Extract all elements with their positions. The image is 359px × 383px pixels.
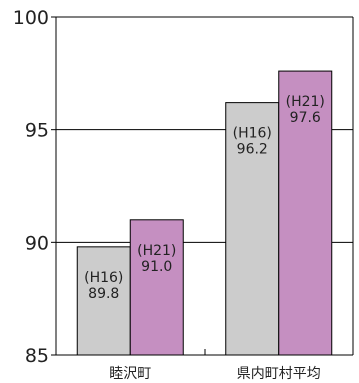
y-tick-labels: 85 90 95 100	[13, 7, 49, 367]
bars	[76, 70, 333, 356]
data-label-value: 91.0	[141, 259, 172, 275]
x-category-label: 睦沢町	[109, 366, 151, 382]
bar	[225, 102, 280, 356]
x-category-label: 県内町村平均	[237, 366, 321, 382]
data-label-value: 89.8	[88, 286, 119, 302]
data-label-series: (H21)	[137, 243, 176, 259]
data-labels: (H16)89.8(H21)91.0(H16)96.2(H21)97.6	[84, 94, 325, 302]
data-label-value: 96.2	[237, 142, 268, 158]
y-tick-label: 100	[13, 7, 49, 29]
axes	[55, 17, 354, 356]
y-tick-label: 90	[25, 232, 49, 254]
x-category-labels: 睦沢町 県内町村平均	[109, 366, 321, 382]
data-label-series: (H16)	[233, 126, 272, 142]
y-tick-label: 95	[25, 120, 49, 142]
data-label-series: (H21)	[286, 94, 325, 110]
bar	[129, 219, 184, 356]
bar	[278, 70, 333, 356]
data-label-value: 97.6	[290, 110, 321, 126]
y-tick-label: 85	[25, 345, 49, 367]
data-label-series: (H16)	[84, 270, 123, 286]
